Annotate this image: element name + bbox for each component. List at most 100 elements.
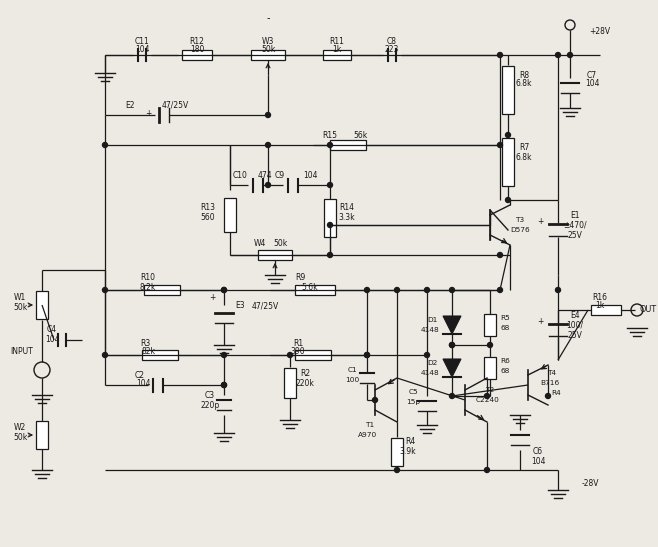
Circle shape: [484, 468, 490, 473]
Text: INPUT: INPUT: [11, 347, 34, 357]
Text: E1: E1: [570, 211, 580, 219]
Text: 68: 68: [500, 325, 510, 331]
Circle shape: [328, 253, 332, 258]
Circle shape: [395, 288, 399, 293]
Text: R3: R3: [140, 339, 150, 347]
Text: C11: C11: [135, 37, 149, 45]
Text: R10: R10: [141, 274, 155, 282]
Text: 50k: 50k: [261, 44, 275, 54]
Circle shape: [555, 53, 561, 57]
Bar: [484, 357, 496, 379]
Circle shape: [265, 113, 270, 118]
Circle shape: [555, 288, 561, 293]
Text: R15: R15: [322, 131, 338, 139]
Circle shape: [265, 143, 270, 148]
Bar: [295, 285, 335, 295]
Text: 1k: 1k: [595, 301, 605, 311]
Text: 104: 104: [135, 44, 149, 54]
Circle shape: [449, 342, 455, 347]
Circle shape: [505, 132, 511, 137]
Text: 50k: 50k: [13, 433, 27, 441]
Bar: [391, 438, 403, 466]
Bar: [502, 138, 514, 186]
Bar: [323, 50, 351, 60]
Text: 82k: 82k: [141, 347, 155, 357]
Circle shape: [424, 352, 430, 358]
Bar: [295, 350, 331, 360]
Bar: [251, 50, 285, 60]
Text: 474: 474: [258, 171, 272, 179]
Text: 104: 104: [585, 79, 599, 88]
Circle shape: [328, 183, 332, 188]
Text: +28V: +28V: [590, 27, 611, 37]
Text: +: +: [537, 218, 544, 226]
Circle shape: [103, 352, 107, 358]
Text: C1: C1: [347, 367, 357, 373]
Text: D2: D2: [427, 360, 437, 366]
Text: 6.8k: 6.8k: [516, 79, 532, 89]
Text: C5: C5: [408, 389, 418, 395]
Bar: [36, 291, 48, 319]
Text: T1: T1: [365, 422, 374, 428]
Text: R6: R6: [500, 358, 510, 364]
Text: 25V: 25V: [568, 330, 582, 340]
Text: ±470/: ±470/: [563, 220, 587, 230]
Text: R2: R2: [300, 369, 310, 377]
Text: 4148: 4148: [420, 370, 440, 376]
Text: E4: E4: [570, 311, 580, 319]
Circle shape: [328, 223, 332, 228]
Text: 104: 104: [136, 380, 150, 388]
Text: A970: A970: [359, 432, 378, 438]
Bar: [591, 305, 621, 315]
Circle shape: [222, 382, 226, 387]
Text: R11: R11: [330, 37, 344, 45]
Circle shape: [497, 288, 503, 293]
Circle shape: [288, 352, 293, 358]
Text: 104: 104: [45, 335, 59, 344]
Circle shape: [222, 382, 226, 387]
Text: 3.9k: 3.9k: [399, 447, 417, 457]
Text: 5.6k: 5.6k: [301, 282, 318, 292]
Circle shape: [103, 143, 107, 148]
Bar: [224, 198, 236, 232]
Circle shape: [365, 352, 370, 358]
Circle shape: [449, 288, 455, 293]
Text: C9: C9: [275, 171, 285, 179]
Circle shape: [497, 143, 503, 148]
Circle shape: [424, 288, 430, 293]
Text: -28V: -28V: [581, 479, 599, 487]
Text: C8: C8: [387, 37, 397, 45]
Text: R9: R9: [295, 274, 305, 282]
Circle shape: [505, 197, 511, 202]
Circle shape: [222, 288, 226, 293]
Circle shape: [103, 288, 107, 293]
Text: T2: T2: [486, 387, 495, 393]
Circle shape: [222, 288, 226, 293]
Text: C6: C6: [533, 447, 543, 457]
Text: R14: R14: [340, 203, 355, 212]
Text: 15p: 15p: [406, 399, 420, 405]
Text: 56k: 56k: [353, 131, 367, 139]
Circle shape: [395, 468, 399, 473]
Bar: [36, 421, 48, 449]
Text: 1k: 1k: [332, 44, 342, 54]
Circle shape: [497, 253, 503, 258]
Text: 180: 180: [190, 44, 204, 54]
Circle shape: [372, 398, 378, 403]
Text: R8: R8: [519, 71, 529, 79]
Circle shape: [567, 53, 572, 57]
Text: R5: R5: [500, 315, 510, 321]
Text: R4: R4: [551, 390, 561, 396]
Circle shape: [488, 342, 492, 347]
Polygon shape: [443, 359, 461, 377]
Text: C3: C3: [205, 391, 215, 399]
Circle shape: [365, 288, 370, 293]
Text: R1: R1: [293, 339, 303, 347]
Text: E2: E2: [125, 101, 135, 109]
Text: C2: C2: [135, 370, 145, 380]
Text: 100/: 100/: [567, 321, 584, 329]
Text: C4: C4: [47, 325, 57, 335]
Text: -: -: [266, 13, 270, 23]
Text: C2240: C2240: [476, 397, 500, 403]
Circle shape: [545, 393, 551, 399]
